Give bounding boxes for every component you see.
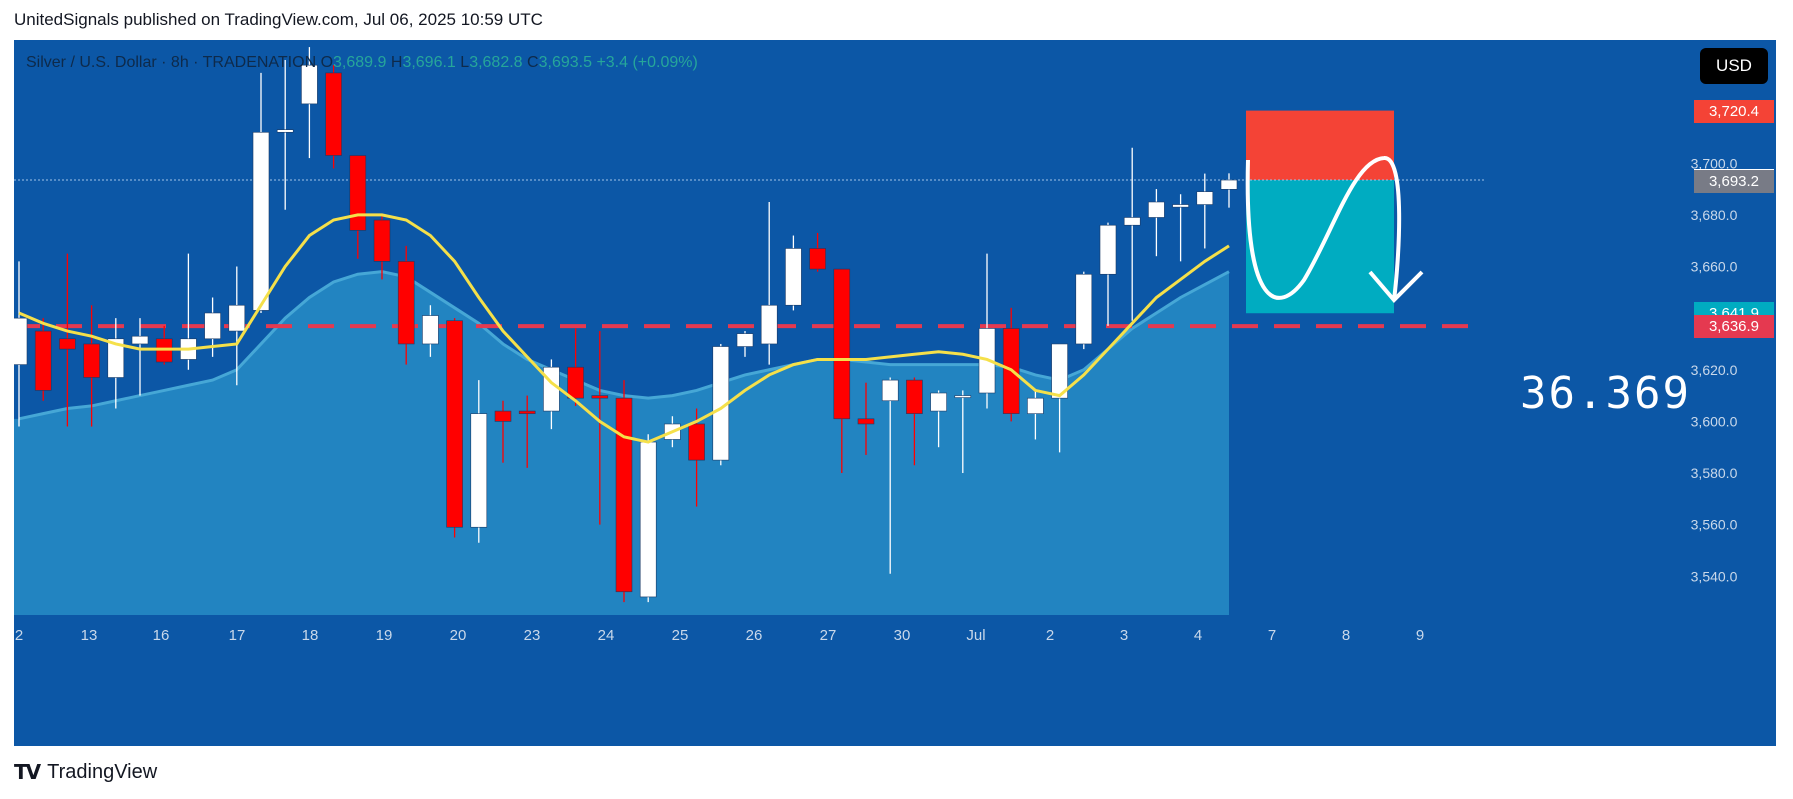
candle-up — [882, 380, 898, 401]
candle-down — [568, 367, 584, 398]
candle-up — [931, 393, 947, 411]
candle-down — [906, 380, 922, 414]
candle-up — [422, 316, 438, 344]
legend-change: +3.4 (+0.09%) — [596, 54, 697, 71]
candle-up — [761, 305, 777, 344]
candle-up — [737, 334, 753, 347]
x-tick-label: 17 — [229, 627, 246, 644]
x-tick-label: 23 — [524, 627, 541, 644]
candle-up — [1124, 217, 1140, 225]
x-tick-label: 20 — [450, 627, 467, 644]
y-tick-label: 3,660.0 — [1691, 259, 1738, 275]
price-tag: 3,636.9 — [1694, 315, 1774, 338]
x-tick-label: 8 — [1342, 627, 1350, 644]
legend-open-value: 3,689.9 — [333, 54, 386, 71]
candle-down — [374, 220, 390, 261]
x-tick-label: 7 — [1268, 627, 1276, 644]
legend-low-label: L — [460, 54, 469, 71]
price-tag: 3,693.2 — [1694, 170, 1774, 193]
candle-up — [277, 130, 293, 133]
candle-down — [59, 339, 75, 349]
candle-down — [810, 248, 826, 269]
x-tick-label: 16 — [153, 627, 170, 644]
candle-up — [253, 132, 269, 310]
publisher-caption: UnitedSignals published on TradingView.c… — [14, 10, 543, 30]
y-tick-label: 3,680.0 — [1691, 207, 1738, 223]
candle-down — [689, 424, 705, 460]
target-annotation: 36.369 — [1520, 368, 1691, 419]
candle-down — [858, 419, 874, 424]
stop-loss-zone — [1246, 111, 1394, 180]
legend-open-label: O — [321, 54, 333, 71]
candle-down — [350, 156, 366, 231]
candle-down — [616, 398, 632, 592]
x-tick-label: 2 — [15, 627, 23, 644]
y-tick-label: 3,560.0 — [1691, 517, 1738, 533]
candle-down — [495, 411, 511, 421]
y-tick-label: 3,620.0 — [1691, 362, 1738, 378]
x-tick-label: Jul — [966, 627, 985, 644]
candle-down — [84, 344, 100, 378]
candle-up — [640, 442, 656, 597]
x-tick-label: 18 — [302, 627, 319, 644]
legend-symbol: Silver / U.S. Dollar · 8h · TRADENATION — [26, 54, 316, 71]
candle-up — [229, 305, 245, 331]
candle-up — [132, 336, 148, 344]
y-tick-label: 3,580.0 — [1691, 465, 1738, 481]
candle-up — [955, 396, 971, 398]
x-tick-label: 4 — [1194, 627, 1202, 644]
candle-down — [326, 73, 342, 156]
x-tick-label: 19 — [376, 627, 393, 644]
x-tick-label: 9 — [1416, 627, 1424, 644]
candle-down — [834, 269, 850, 419]
x-tick-label: 25 — [672, 627, 689, 644]
candle-up — [1173, 205, 1189, 208]
candle-up — [1027, 398, 1043, 413]
candle-down — [398, 261, 414, 344]
currency-button[interactable]: USD — [1700, 48, 1768, 84]
legend-low-value: 3,682.8 — [469, 54, 522, 71]
x-tick-label: 24 — [598, 627, 615, 644]
footer: 𝗧𝗩 TradingView — [14, 760, 157, 785]
legend-high-label: H — [391, 54, 403, 71]
x-tick-label: 30 — [894, 627, 911, 644]
candle-up — [543, 367, 559, 411]
candle-down — [592, 396, 608, 399]
x-tick-label: 3 — [1120, 627, 1128, 644]
candle-up — [785, 248, 801, 305]
candle-up — [205, 313, 221, 339]
candle-down — [447, 321, 463, 528]
candle-down — [519, 411, 535, 414]
legend-close-label: C — [527, 54, 539, 71]
price-chart[interactable]: 3,540.0 3,560.0 3,580.0 3,600.0 3,620.0 3,660… — [14, 40, 1776, 746]
legend-close-value: 3,693.5 — [539, 54, 592, 71]
candle-down — [35, 331, 51, 390]
x-tick-label: 2 — [1046, 627, 1054, 644]
footer-brand: TradingView — [47, 761, 157, 784]
ohlc-legend: Silver / U.S. Dollar · 8h · TRADENATION … — [26, 54, 698, 72]
y-tick-label: 3,600.0 — [1691, 413, 1738, 429]
price-tag: 3,720.4 — [1694, 100, 1774, 123]
candle-up — [1148, 202, 1164, 217]
x-tick-label: 13 — [81, 627, 98, 644]
legend-high-value: 3,696.1 — [402, 54, 455, 71]
candle-up — [14, 318, 27, 364]
candle-up — [471, 414, 487, 528]
y-tick-label: 3,540.0 — [1691, 568, 1738, 584]
candle-up — [1197, 192, 1213, 205]
candle-up — [1100, 225, 1116, 274]
x-tick-label: 26 — [746, 627, 763, 644]
candle-up — [1221, 180, 1237, 189]
candle-up — [1076, 274, 1092, 344]
x-tick-label: 27 — [820, 627, 837, 644]
tradingview-logo-icon[interactable]: 𝗧𝗩 — [14, 760, 39, 785]
